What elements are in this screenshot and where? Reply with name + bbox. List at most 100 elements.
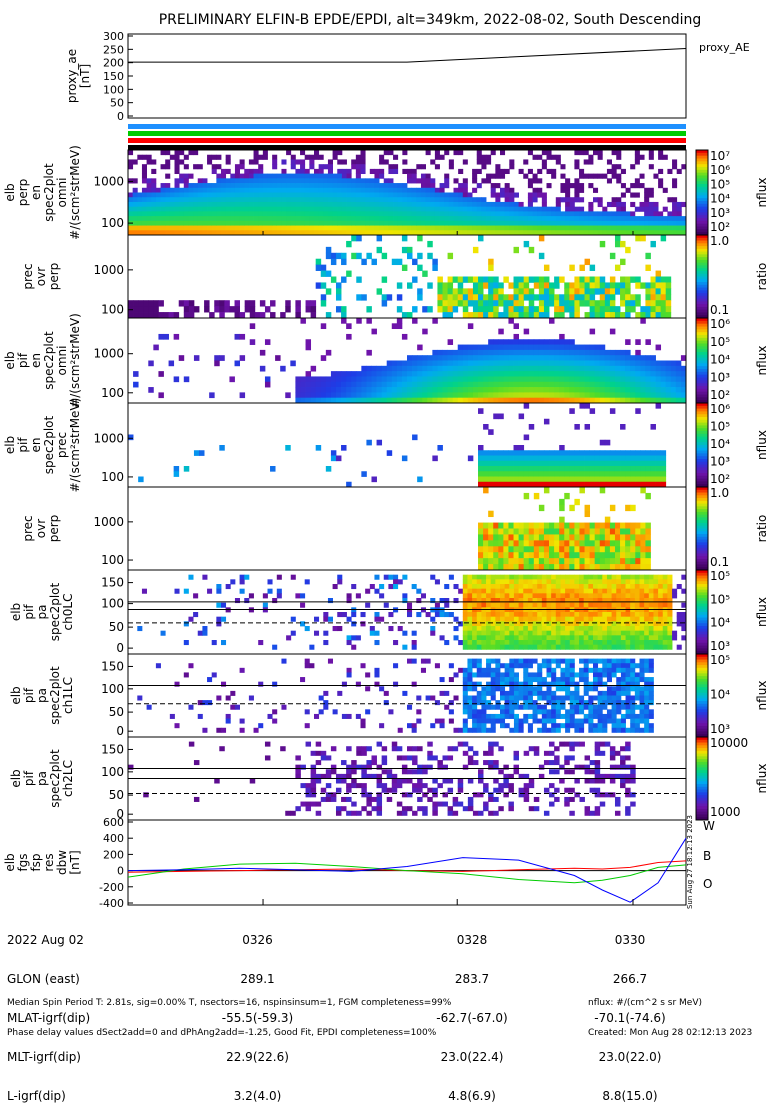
heatmap-cell xyxy=(226,178,231,183)
heatmap-cell xyxy=(463,700,468,705)
heatmap-cell xyxy=(658,216,663,221)
heatmap-cell xyxy=(549,387,554,393)
heatmap-cell xyxy=(258,226,263,231)
heatmap-cell xyxy=(544,288,549,294)
heatmap-cell xyxy=(625,376,630,382)
heatmap-cell xyxy=(593,589,598,594)
heatmap-cell xyxy=(356,382,361,388)
heatmap-cell xyxy=(672,589,677,594)
heatmap-cell xyxy=(351,645,356,650)
heatmap-cell xyxy=(625,300,630,306)
heatmap-cell xyxy=(184,376,189,382)
heatmap-cell xyxy=(524,529,529,535)
heatmap-cell xyxy=(443,355,448,361)
heatmap-cell xyxy=(626,621,631,626)
heatmap-cell xyxy=(650,288,655,294)
heatmap-cell xyxy=(133,312,138,318)
heatmap-cell xyxy=(216,183,221,188)
heatmap-cell xyxy=(514,659,519,664)
heatmap-cell xyxy=(314,221,319,226)
heatmap-cell xyxy=(529,534,534,540)
colorbar-cell xyxy=(696,363,708,366)
heatmap-cell xyxy=(407,282,412,288)
heatmap-cell xyxy=(612,603,617,608)
colorbar-tick-label: 10⁶ xyxy=(710,402,730,416)
heatmap-cell xyxy=(202,183,207,188)
heatmap-cell xyxy=(165,211,170,216)
heatmap-cell xyxy=(326,253,331,259)
heatmap-cell xyxy=(640,392,645,398)
heatmap-cell xyxy=(384,178,389,183)
heatmap-cell xyxy=(672,207,677,212)
colorbar-tick-label: 10⁶ xyxy=(710,317,730,331)
heatmap-cell xyxy=(549,392,554,398)
heatmap-cell xyxy=(620,382,625,388)
heatmap-cell xyxy=(610,300,615,306)
heatmap-cell xyxy=(663,640,668,645)
heatmap-cell xyxy=(570,631,575,636)
heatmap-cell xyxy=(630,450,635,456)
heatmap-cell xyxy=(198,178,203,183)
heatmap-cell xyxy=(630,617,635,622)
heatmap-cell xyxy=(472,593,477,598)
heatmap-cell xyxy=(524,471,529,477)
heatmap-cell xyxy=(544,387,549,393)
heatmap-cell xyxy=(598,575,603,580)
heatmap-cell xyxy=(229,306,234,312)
heatmap-cell xyxy=(542,211,547,216)
heatmap-cell xyxy=(170,193,175,198)
heatmap-cell xyxy=(314,193,319,198)
heatmap-cell xyxy=(585,529,590,535)
heatmap-cell xyxy=(544,282,549,288)
heatmap-cell xyxy=(161,207,166,212)
heatmap-cell xyxy=(519,414,524,420)
heatmap-cell xyxy=(379,686,384,691)
heatmap-cell xyxy=(377,440,382,446)
heatmap-cell xyxy=(481,164,486,169)
heatmap-cell xyxy=(620,523,625,529)
heatmap-cell xyxy=(542,216,547,221)
heatmap-cell xyxy=(514,589,519,594)
heatmap-cell xyxy=(585,505,590,511)
heatmap-cell xyxy=(534,493,539,499)
heatmap-cell xyxy=(263,183,268,188)
heatmap-cell xyxy=(491,188,496,193)
heatmap-cell xyxy=(570,221,575,226)
heatmap-cell xyxy=(481,705,486,710)
heatmap-cell xyxy=(523,621,528,626)
heatmap-cell xyxy=(600,282,605,288)
heatmap-cell xyxy=(337,188,342,193)
heatmap-cell xyxy=(493,300,498,306)
heatmap-cell xyxy=(656,450,661,456)
heatmap-cell xyxy=(306,345,311,351)
heatmap-cell xyxy=(514,546,519,552)
heatmap-cell xyxy=(579,174,584,179)
heatmap-cell xyxy=(392,392,397,398)
heatmap-cell xyxy=(478,376,483,382)
heatmap-cell xyxy=(508,306,513,312)
heatmap-cell xyxy=(249,197,254,202)
heatmap-cell xyxy=(564,456,569,462)
heatmap-cell xyxy=(491,668,496,673)
heatmap-cell xyxy=(564,361,569,367)
heatmap-cell xyxy=(564,450,569,456)
heatmap-cell xyxy=(498,387,503,393)
heatmap-cell xyxy=(616,164,621,169)
heatmap-cell xyxy=(193,202,198,207)
heatmap-cell xyxy=(249,216,254,221)
heatmap-cell xyxy=(584,603,589,608)
heatmap-cell xyxy=(432,387,437,393)
heatmap-cell xyxy=(671,371,676,377)
heatmap-cell xyxy=(309,645,314,650)
heatmap-cell xyxy=(323,207,328,212)
heatmap-cell xyxy=(472,705,477,710)
heatmap-cell xyxy=(607,211,612,216)
heatmap-cell xyxy=(595,461,600,467)
heatmap-cell xyxy=(488,288,493,294)
heatmap-cell xyxy=(626,579,631,584)
colorbar-tick-label: 10⁵ xyxy=(710,335,730,349)
heatmap-cell xyxy=(615,466,620,472)
heatmap-cell xyxy=(323,193,328,198)
heatmap-cell xyxy=(468,366,473,372)
heatmap-cell xyxy=(306,382,311,388)
